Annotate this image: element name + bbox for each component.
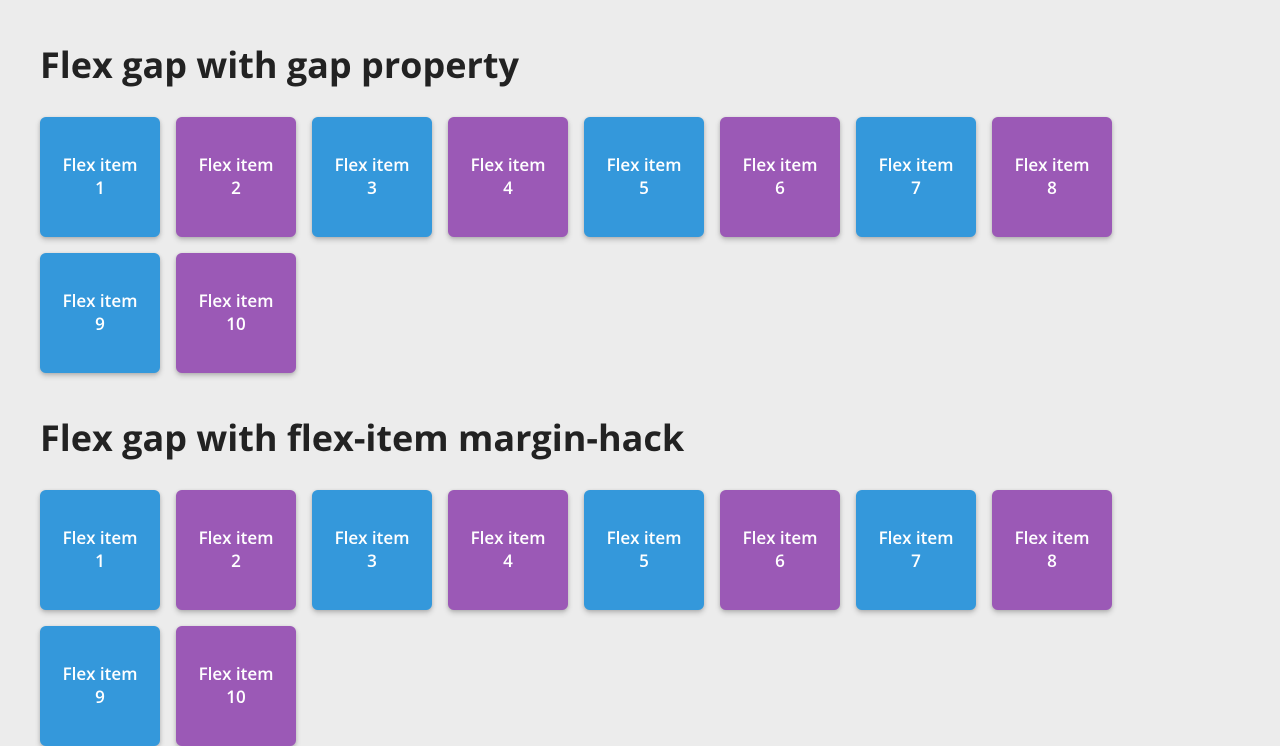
flex-item: Flex item 10 bbox=[176, 253, 296, 373]
flex-container-margin: Flex item 1 Flex item 2 Flex item 3 Flex… bbox=[40, 490, 1130, 746]
flex-item: Flex item 6 bbox=[720, 117, 840, 237]
flex-item: Flex item 4 bbox=[448, 490, 568, 610]
flex-item: Flex item 7 bbox=[856, 490, 976, 610]
flex-item: Flex item 8 bbox=[992, 490, 1112, 610]
flex-item: Flex item 9 bbox=[40, 253, 160, 373]
flex-item: Flex item 9 bbox=[40, 626, 160, 746]
flex-item: Flex item 2 bbox=[176, 490, 296, 610]
flex-item: Flex item 5 bbox=[584, 490, 704, 610]
flex-item: Flex item 3 bbox=[312, 490, 432, 610]
flex-item: Flex item 2 bbox=[176, 117, 296, 237]
flex-item: Flex item 1 bbox=[40, 117, 160, 237]
flex-item: Flex item 7 bbox=[856, 117, 976, 237]
flex-item: Flex item 1 bbox=[40, 490, 160, 610]
flex-item: Flex item 5 bbox=[584, 117, 704, 237]
flex-item: Flex item 4 bbox=[448, 117, 568, 237]
flex-item: Flex item 10 bbox=[176, 626, 296, 746]
flex-item: Flex item 6 bbox=[720, 490, 840, 610]
section-heading-margin: Flex gap with flex-item margin-hack bbox=[40, 413, 1240, 462]
flex-item: Flex item 8 bbox=[992, 117, 1112, 237]
flex-container-gap: Flex item 1 Flex item 2 Flex item 3 Flex… bbox=[40, 117, 1130, 373]
flex-item: Flex item 3 bbox=[312, 117, 432, 237]
section-heading-gap: Flex gap with gap property bbox=[40, 40, 1240, 89]
